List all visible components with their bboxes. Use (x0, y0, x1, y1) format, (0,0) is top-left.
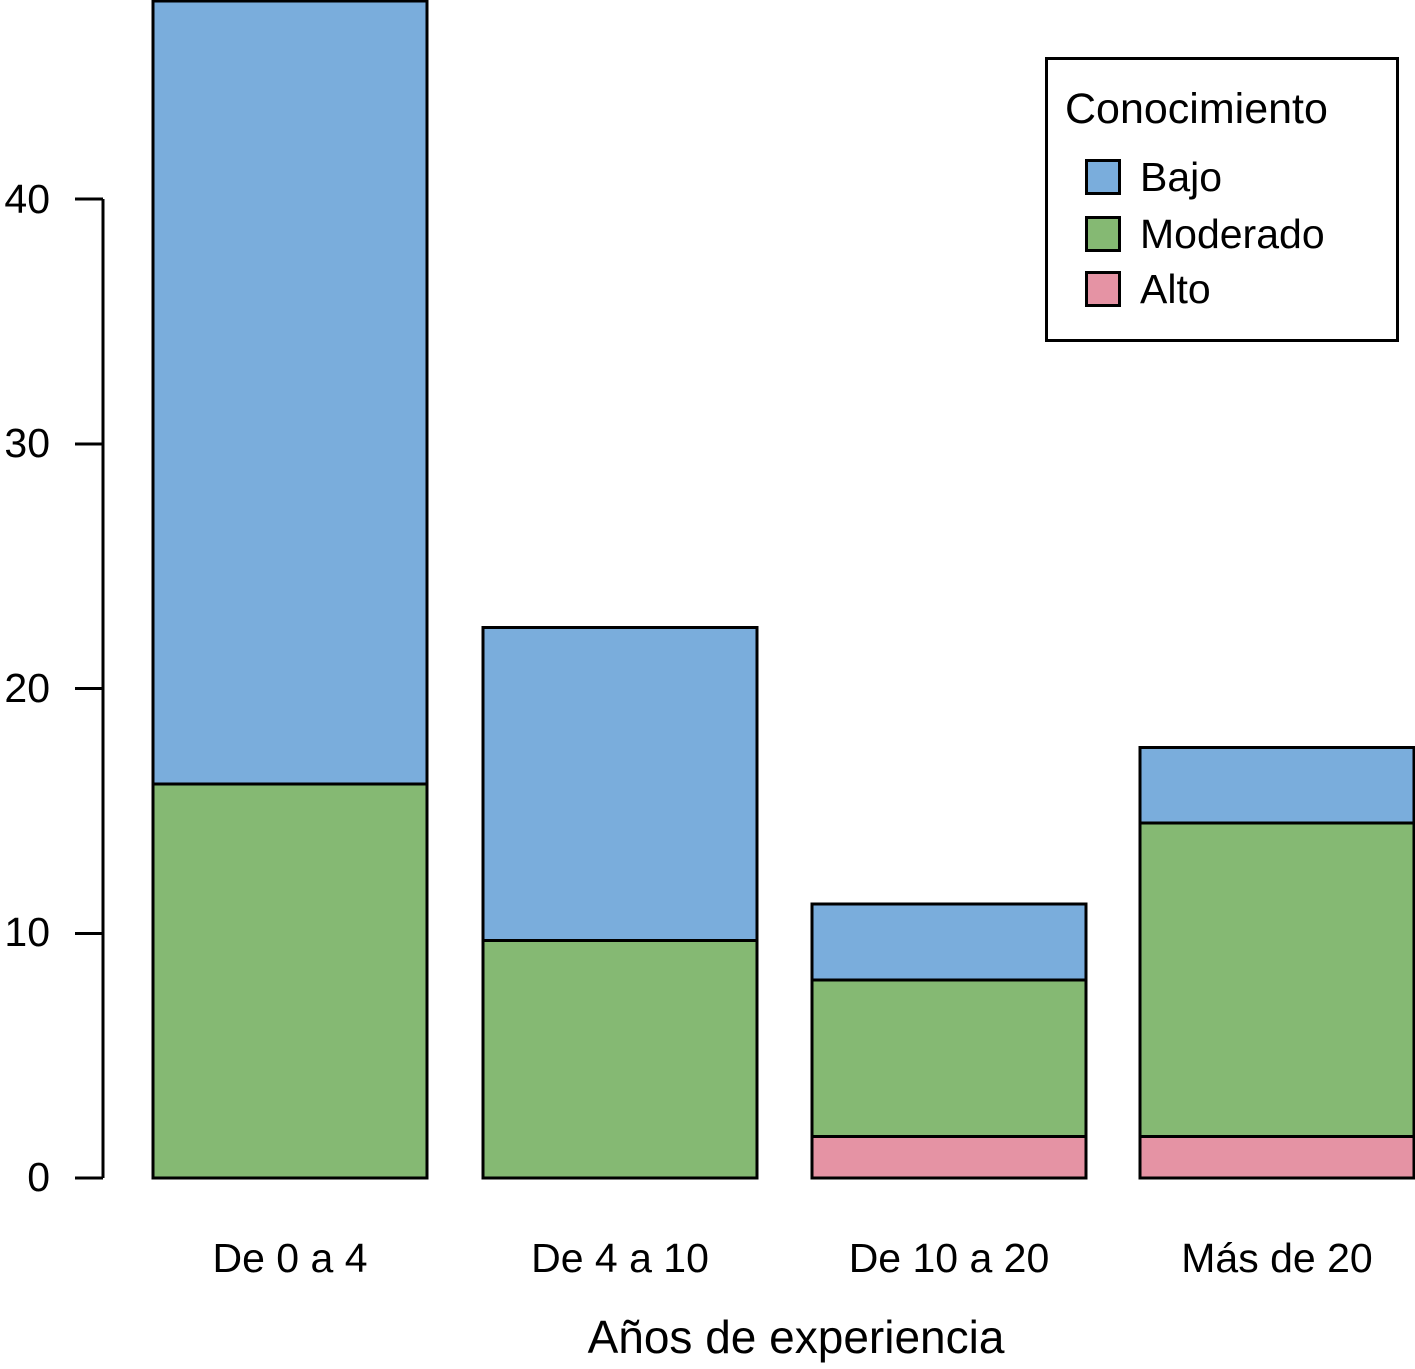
bar-segment-bajo-2 (481, 625, 759, 943)
bar-segment-moderado-1 (151, 782, 429, 1180)
legend-item-alto: Alto (1085, 267, 1211, 311)
legend-item-label: Alto (1140, 266, 1211, 312)
bar-segment-moderado-2 (481, 939, 759, 1180)
bar-segment-alto-4 (1138, 1134, 1415, 1180)
legend-swatch-bajo (1085, 159, 1121, 195)
legend-swatch-moderado (1085, 216, 1121, 252)
bar-segment-bajo-3 (810, 902, 1088, 982)
bar-segment-moderado-4 (1138, 821, 1415, 1138)
bar-segment-bajo-1 (151, 0, 429, 786)
legend-swatch-alto (1085, 271, 1121, 307)
y-tick-label-40: 40 (4, 176, 50, 222)
x-category-label-2: De 4 a 10 (531, 1235, 709, 1281)
y-tick-label-10: 10 (4, 909, 50, 955)
legend-item-label: Moderado (1140, 211, 1325, 257)
bar-segment-bajo-4 (1138, 745, 1415, 825)
y-tick-label-20: 20 (4, 665, 50, 711)
legend-box: Conocimiento Bajo Moderado Alto (1045, 57, 1399, 342)
y-tick-label-30: 30 (4, 420, 50, 466)
bar-segment-moderado-3 (810, 978, 1088, 1138)
legend-item-bajo: Bajo (1085, 155, 1222, 199)
legend-item-moderado: Moderado (1085, 212, 1325, 256)
legend-title: Conocimiento (1065, 85, 1328, 133)
y-tick-label-0: 0 (27, 1154, 50, 1200)
x-axis-title: Años de experiencia (587, 1311, 1005, 1363)
x-category-label-3: De 10 a 20 (848, 1235, 1050, 1281)
x-category-label-4: Más de 20 (1181, 1235, 1373, 1281)
legend-item-label: Bajo (1140, 154, 1223, 200)
bar-segment-alto-3 (810, 1134, 1088, 1180)
x-category-label-1: De 0 a 4 (212, 1235, 368, 1281)
